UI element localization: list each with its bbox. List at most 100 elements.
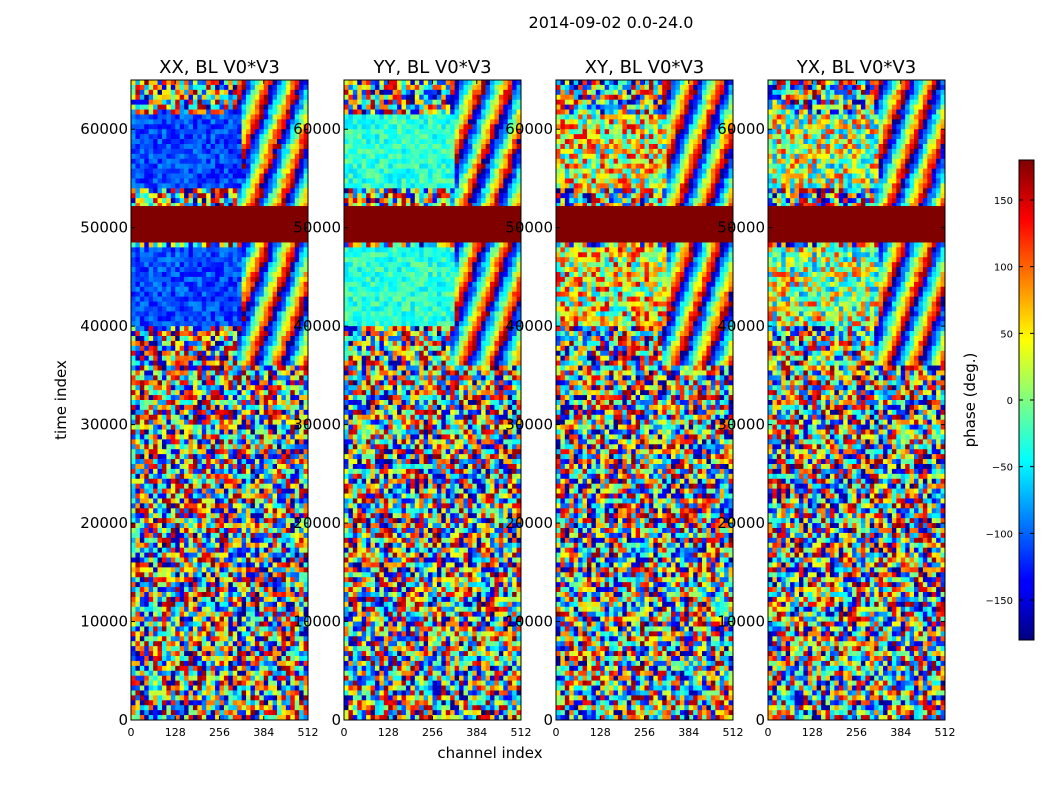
heatmap-cell xyxy=(241,626,247,632)
heatmap-cell xyxy=(188,252,194,258)
heatmap-cell xyxy=(157,134,163,140)
heatmap-cell xyxy=(219,272,225,278)
heatmap-cell xyxy=(153,247,158,253)
heatmap-cell xyxy=(215,468,220,475)
heatmap-cell xyxy=(259,439,265,445)
heatmap-cell xyxy=(166,188,172,194)
heatmap-cell xyxy=(281,94,287,100)
heatmap-cell xyxy=(250,99,256,105)
heatmap-cell xyxy=(303,439,309,445)
heatmap-cell xyxy=(131,459,136,465)
heatmap-cell xyxy=(135,139,141,145)
heatmap-cell xyxy=(299,601,304,608)
heatmap-cell xyxy=(272,434,278,440)
heatmap-cell xyxy=(228,276,234,283)
heatmap-cell xyxy=(135,340,141,347)
heatmap-cell xyxy=(232,331,238,337)
heatmap-cell xyxy=(277,616,282,622)
heatmap-cell xyxy=(254,636,260,642)
heatmap-cell xyxy=(294,478,300,484)
heatmap-cell xyxy=(131,375,136,381)
heatmap-cell xyxy=(139,532,145,539)
heatmap-cell xyxy=(175,267,180,273)
heatmap-cell xyxy=(241,380,247,386)
heatmap-cell xyxy=(232,439,238,445)
heatmap-cell xyxy=(135,276,141,283)
heatmap-cell xyxy=(254,680,260,686)
heatmap-cell xyxy=(192,621,198,627)
heatmap-cell xyxy=(135,503,141,509)
heatmap-cell xyxy=(135,542,141,548)
heatmap-cell xyxy=(268,508,273,514)
heatmap-cell xyxy=(294,331,300,337)
heatmap-cell xyxy=(223,547,229,553)
heatmap-cell xyxy=(268,257,273,263)
heatmap-cell xyxy=(166,400,172,406)
heatmap-cell xyxy=(188,198,194,204)
heatmap-cell xyxy=(192,139,198,145)
heatmap-cell xyxy=(285,188,291,194)
heatmap-cell xyxy=(170,651,176,657)
heatmap-cell xyxy=(197,537,203,544)
heatmap-cell xyxy=(223,464,229,470)
heatmap-cell xyxy=(135,651,141,657)
heatmap-cell xyxy=(263,498,269,504)
heatmap-cell xyxy=(131,582,136,588)
heatmap-cell xyxy=(254,247,260,253)
heatmap-cell xyxy=(201,281,207,288)
heatmap-cell xyxy=(184,636,189,642)
heatmap-cell xyxy=(241,257,247,263)
heatmap-cell xyxy=(272,567,278,573)
heatmap-cell xyxy=(237,646,242,652)
heatmap-cell xyxy=(272,104,278,110)
heatmap-cell xyxy=(206,636,211,642)
heatmap-cell xyxy=(144,84,149,91)
heatmap-cell xyxy=(170,404,176,411)
heatmap-cell xyxy=(241,404,247,411)
heatmap-cell xyxy=(215,621,220,627)
heatmap-cell xyxy=(131,626,136,632)
heatmap-cell xyxy=(294,449,300,455)
heatmap-cell xyxy=(148,508,154,514)
heatmap-cell xyxy=(281,685,287,691)
heatmap-cell xyxy=(201,439,207,445)
heatmap-cell xyxy=(179,365,185,371)
heatmap-cell xyxy=(175,296,180,302)
heatmap-cell xyxy=(170,523,176,529)
heatmap-cell xyxy=(303,601,309,608)
heatmap-cell xyxy=(201,478,207,484)
heatmap-cell xyxy=(184,163,189,169)
heatmap-cell xyxy=(281,345,287,352)
heatmap-cell xyxy=(223,331,229,337)
heatmap-cell xyxy=(219,203,225,209)
heatmap-cell xyxy=(223,518,229,524)
heatmap-cell xyxy=(131,577,136,583)
heatmap-cell xyxy=(299,616,304,622)
heatmap-cell xyxy=(290,503,296,509)
heatmap-cell xyxy=(290,296,296,302)
heatmap-cell xyxy=(215,242,220,248)
heatmap-cell xyxy=(139,400,145,406)
heatmap-cell xyxy=(294,592,300,598)
heatmap-cell xyxy=(131,84,136,91)
heatmap-cell xyxy=(281,464,287,470)
heatmap-cell xyxy=(175,144,180,150)
heatmap-cell xyxy=(148,493,154,499)
heatmap-cell xyxy=(250,80,256,86)
heatmap-cell xyxy=(294,281,300,288)
heatmap-cell xyxy=(241,690,247,696)
heatmap-cell xyxy=(135,508,141,514)
heatmap-cell xyxy=(161,311,167,317)
heatmap-cell xyxy=(268,355,273,361)
heatmap-cell xyxy=(148,528,154,534)
heatmap-cell xyxy=(206,503,211,509)
heatmap-cell xyxy=(285,203,291,209)
heatmap-cell xyxy=(272,651,278,657)
heatmap-cell xyxy=(237,109,242,115)
heatmap-cell xyxy=(294,375,300,381)
heatmap-cell xyxy=(135,646,141,652)
heatmap-cell xyxy=(166,631,172,637)
heatmap-cell xyxy=(268,439,273,445)
heatmap-cell xyxy=(237,316,242,322)
heatmap-cell xyxy=(259,252,265,258)
